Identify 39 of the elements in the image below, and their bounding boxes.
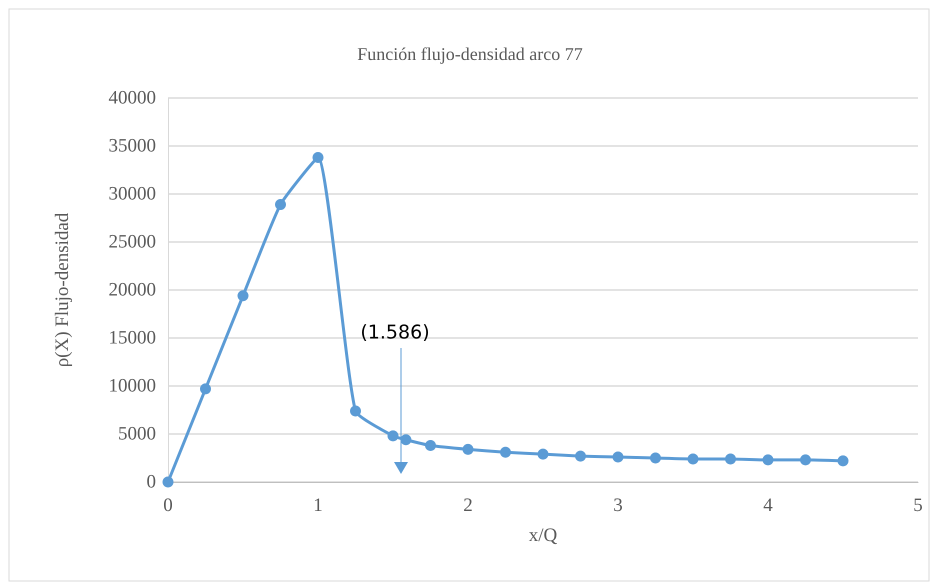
point	[838, 455, 848, 466]
x-tick-label: 4	[763, 495, 774, 516]
point	[162, 476, 174, 488]
point	[350, 405, 361, 416]
point	[500, 446, 511, 458]
x-tick-label: 0	[163, 495, 173, 516]
y-tick-label: 15000	[108, 328, 156, 348]
point	[538, 448, 548, 460]
point	[575, 450, 586, 462]
x-tick-label: 3	[613, 495, 623, 516]
y-tick-label: 5000	[118, 424, 156, 444]
x-axis-title: x/Q	[528, 525, 558, 546]
point	[762, 454, 774, 466]
chart-title: Función flujo-densidad arco 77	[357, 44, 583, 64]
point	[725, 453, 736, 464]
point	[388, 430, 398, 442]
y-axis-title: ρ(X) Flujo-densidad	[52, 212, 73, 368]
point	[800, 454, 811, 466]
point	[400, 434, 412, 446]
y-tick-label: 0	[146, 472, 156, 492]
point	[425, 440, 436, 452]
y-tick-label: 40000	[108, 88, 156, 108]
x-tick-label: 5	[913, 495, 923, 516]
annotation: (1.586)	[360, 322, 430, 344]
point	[238, 290, 248, 302]
y-tick-label: 10000	[108, 376, 156, 396]
point	[200, 383, 211, 394]
point	[612, 452, 624, 463]
point	[312, 152, 324, 164]
y-tick-label: 25000	[108, 232, 156, 252]
y-tick-label: 30000	[108, 184, 156, 204]
point	[462, 444, 474, 455]
x-tick-label: 1	[313, 495, 323, 516]
y-tick-label: 35000	[108, 136, 156, 156]
y-tick-label: 20000	[108, 280, 156, 300]
x-tick-label: 2	[463, 495, 473, 516]
point	[650, 452, 661, 464]
point	[275, 199, 286, 210]
point	[688, 453, 698, 464]
